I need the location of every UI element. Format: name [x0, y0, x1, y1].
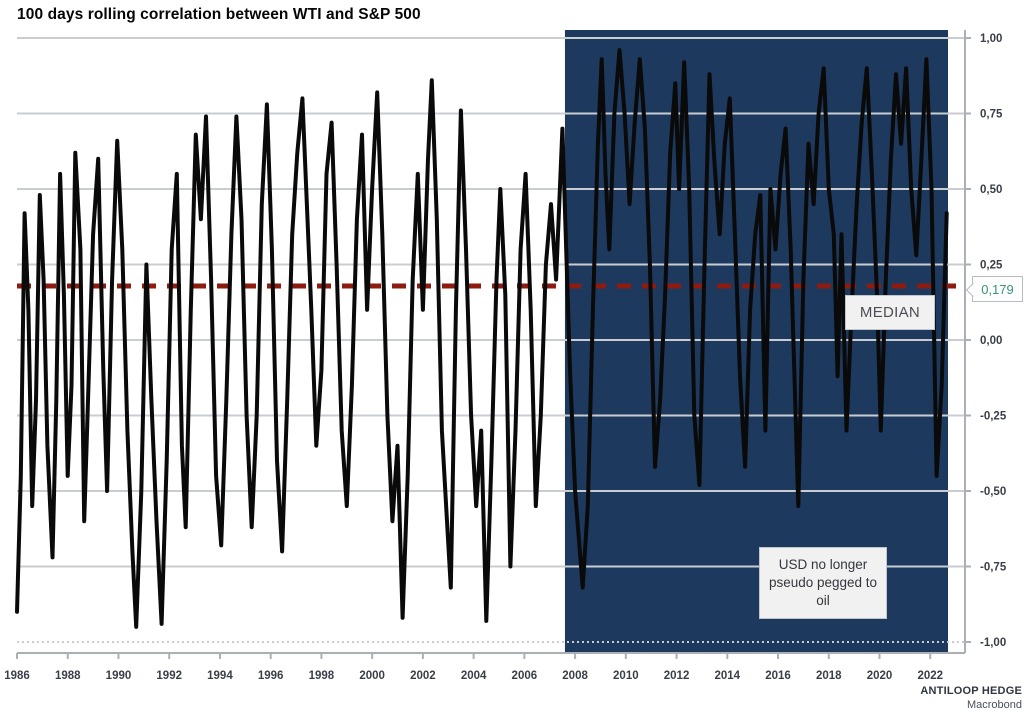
x-tick-label: 1988 [55, 670, 81, 682]
x-tick-label: 2014 [715, 670, 741, 682]
x-tick-label: 2004 [461, 670, 487, 682]
y-tick-label: 0,50 [980, 184, 1002, 196]
watermark-brand: ANTILOOP HEDGE [920, 685, 1022, 697]
y-tick-label: -0,50 [980, 486, 1006, 498]
x-tick-label: 1996 [258, 670, 284, 682]
median-label: MEDIAN [859, 304, 921, 321]
watermark-source: Macrobond [966, 698, 1022, 711]
median-value-text: 0,179 [981, 281, 1014, 297]
pegged-region-shading [564, 30, 948, 653]
x-tick-label: 2010 [613, 670, 639, 682]
median-value-callout: 0,179 [965, 276, 1023, 302]
y-tick-label: 0,25 [980, 260, 1003, 272]
median-label-box: MEDIAN [845, 295, 935, 330]
x-tick-label: 1986 [4, 670, 30, 682]
y-tick-label: 0,00 [980, 335, 1002, 347]
y-tick-label: -0,25 [980, 411, 1007, 423]
y-tick-label: -1,00 [980, 637, 1006, 649]
x-tick-label: 2006 [512, 670, 538, 682]
correlation-line [15, 48, 949, 629]
watermark: ANTILOOP HEDGE Macrobond [920, 685, 1022, 713]
x-tick-label: 2022 [917, 670, 943, 682]
x-tick-label: 2020 [867, 670, 893, 682]
x-tick-label: 2016 [765, 670, 791, 682]
x-tick-label: 1992 [156, 670, 182, 682]
x-tick-label: 2018 [816, 670, 842, 682]
x-tick-label: 1998 [309, 670, 335, 682]
y-tick-label: 1,00 [980, 33, 1002, 45]
chart-title: 100 days rolling correlation between WTI… [17, 6, 421, 23]
usd-note-box: USD no longer pseudo pegged to oil [759, 547, 887, 619]
x-tick-label: 2000 [359, 670, 385, 682]
x-tick-label: 2002 [410, 670, 436, 682]
x-tick-label: 2012 [664, 670, 690, 682]
y-tick-label: -0,75 [980, 562, 1007, 574]
x-tick-label: 2008 [562, 670, 588, 682]
usd-note-text: USD no longer pseudo pegged to oil [768, 556, 878, 609]
x-tick-label: 1990 [106, 670, 132, 682]
x-tick-label: 1994 [207, 670, 233, 682]
y-tick-label: 0,75 [980, 109, 1003, 121]
